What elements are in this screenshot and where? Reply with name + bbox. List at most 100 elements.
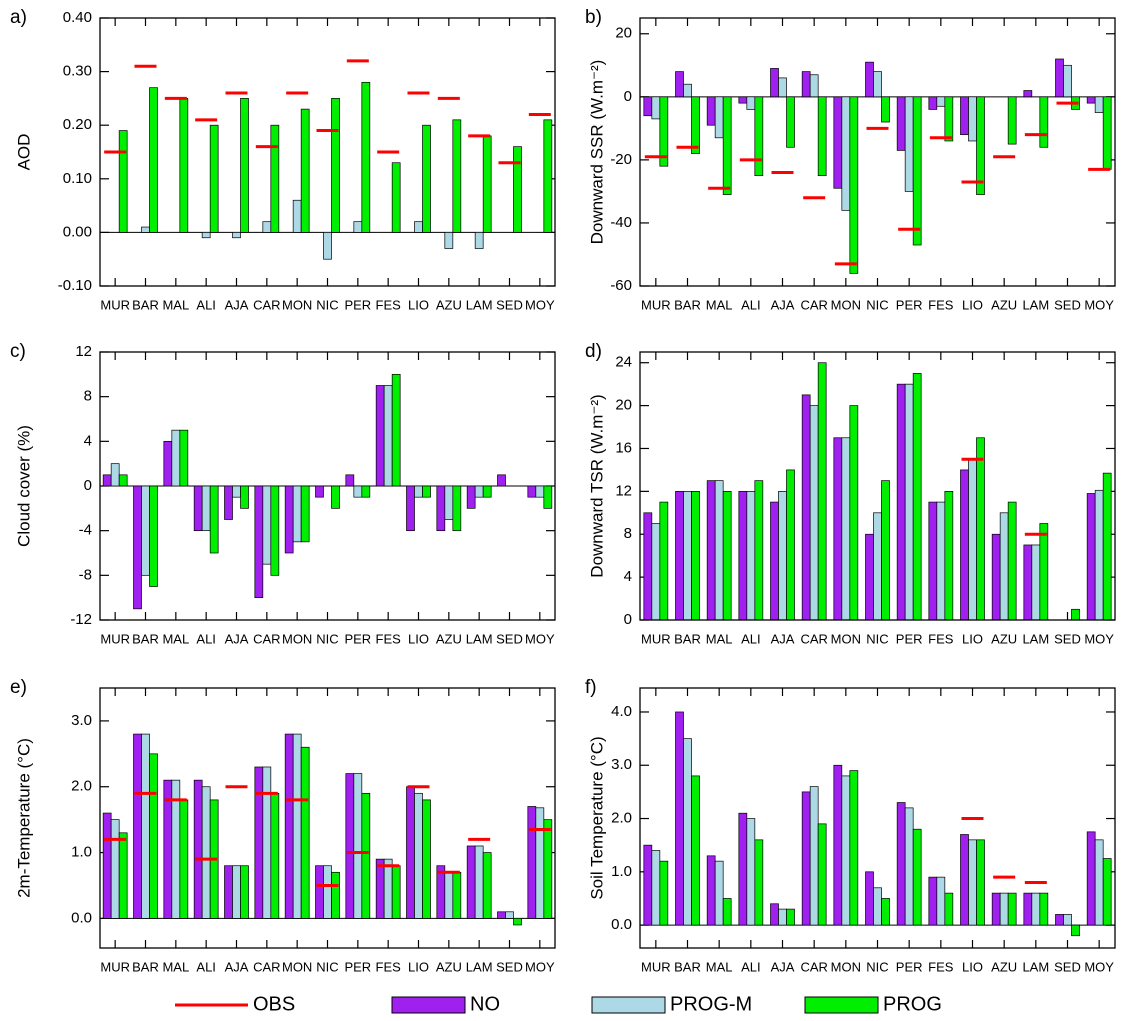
bar — [331, 485, 340, 509]
panel-label: f) — [585, 677, 597, 698]
x-tick-label: CAR — [800, 297, 827, 312]
x-tick-label: MON — [831, 297, 861, 312]
y-tick-label: 0.40 — [63, 9, 92, 26]
x-tick-label: MAL — [706, 631, 733, 646]
y-tick-label: 2.0 — [71, 778, 92, 795]
bar — [881, 480, 890, 621]
y-tick-label: -40 — [610, 214, 632, 231]
bar — [361, 485, 371, 498]
x-tick-label: MOY — [525, 959, 555, 974]
bar — [1007, 892, 1017, 926]
bar — [936, 501, 946, 621]
bar — [422, 485, 431, 498]
bar — [262, 766, 272, 919]
x-tick-label: MUR — [100, 959, 130, 974]
x-tick-label: MON — [831, 631, 861, 646]
bar — [133, 733, 142, 919]
bar — [1039, 96, 1049, 148]
bar — [691, 96, 700, 154]
bar — [833, 764, 843, 926]
bar — [912, 96, 922, 246]
x-tick-label: FES — [376, 959, 402, 974]
bar — [270, 485, 280, 576]
bar — [149, 87, 158, 233]
x-tick-label: BAR — [674, 297, 701, 312]
bar — [284, 485, 294, 554]
y-tick-label: 3.0 — [71, 712, 92, 729]
plot-frame — [639, 17, 1116, 287]
panel: f) Soil Temperature (°C) 0.0 1.0 2.0 3.0 4.0 MU… — [585, 677, 1116, 974]
bar — [936, 96, 946, 107]
bar — [786, 908, 795, 926]
bar — [651, 523, 661, 621]
bar — [1086, 831, 1096, 926]
x-tick-label: PER — [344, 297, 371, 312]
bar — [960, 469, 969, 621]
bar — [466, 845, 476, 919]
x-tick-label: FES — [928, 297, 954, 312]
y-tick-label: 8 — [84, 388, 92, 405]
bar — [414, 792, 423, 919]
bar — [535, 485, 545, 498]
x-tick-label: AJA — [225, 297, 249, 312]
x-tick-label: LIO — [408, 959, 429, 974]
bar — [232, 232, 241, 239]
bar — [1102, 858, 1112, 926]
bar — [706, 855, 716, 926]
bar — [968, 458, 977, 621]
bar — [738, 812, 748, 926]
bar — [754, 839, 764, 926]
bar — [193, 779, 203, 919]
bar — [809, 786, 819, 926]
bar — [904, 96, 914, 192]
x-tick-label: MON — [831, 959, 861, 974]
bar — [497, 474, 506, 487]
panel: d) Downward TSR (W.m⁻²) 0 4 8 12 16 20 24 MUR BAR M… — [585, 341, 1116, 646]
panel-label: e) — [10, 677, 27, 698]
bar — [873, 71, 882, 98]
bar — [960, 834, 969, 926]
bar — [928, 501, 938, 621]
x-tick-label: MAL — [706, 297, 733, 312]
x-tick-label: LIO — [408, 631, 429, 646]
x-tick-label: ALI — [741, 631, 761, 646]
bar — [110, 819, 120, 919]
y-tick-label: 0 — [84, 477, 92, 494]
bar — [691, 775, 700, 926]
bar — [659, 96, 669, 167]
y-tick-label: 16 — [615, 439, 632, 456]
legend-label: NO — [470, 993, 500, 1015]
y-tick-label: 3.0 — [611, 756, 632, 773]
bar — [383, 385, 393, 487]
x-tick-label: MUR — [641, 959, 671, 974]
legend-label: OBS — [253, 993, 295, 1015]
bar — [292, 485, 302, 543]
bar — [149, 485, 158, 587]
bar — [444, 232, 454, 249]
bar — [968, 839, 977, 926]
y-tick-label: -60 — [610, 277, 632, 294]
x-tick-label: AZU — [991, 297, 1017, 312]
bar — [1094, 839, 1104, 926]
bar — [754, 480, 764, 621]
bar — [1007, 96, 1017, 145]
x-tick-label: MON — [282, 959, 312, 974]
bar — [375, 385, 385, 487]
bar — [224, 865, 233, 919]
bar — [262, 221, 272, 233]
x-tick-label: SED — [496, 959, 523, 974]
bar — [896, 383, 906, 621]
y-tick-label: 1.0 — [611, 863, 632, 880]
bar — [786, 469, 795, 621]
y-tick-label: 0.30 — [63, 63, 92, 80]
legend-swatch — [391, 996, 466, 1014]
bar — [1086, 96, 1096, 104]
bar — [643, 512, 653, 621]
x-tick-label: PER — [896, 631, 923, 646]
bar — [841, 96, 851, 211]
bar — [976, 437, 985, 621]
bar — [722, 491, 732, 621]
bar — [482, 485, 492, 498]
bar — [714, 480, 724, 621]
